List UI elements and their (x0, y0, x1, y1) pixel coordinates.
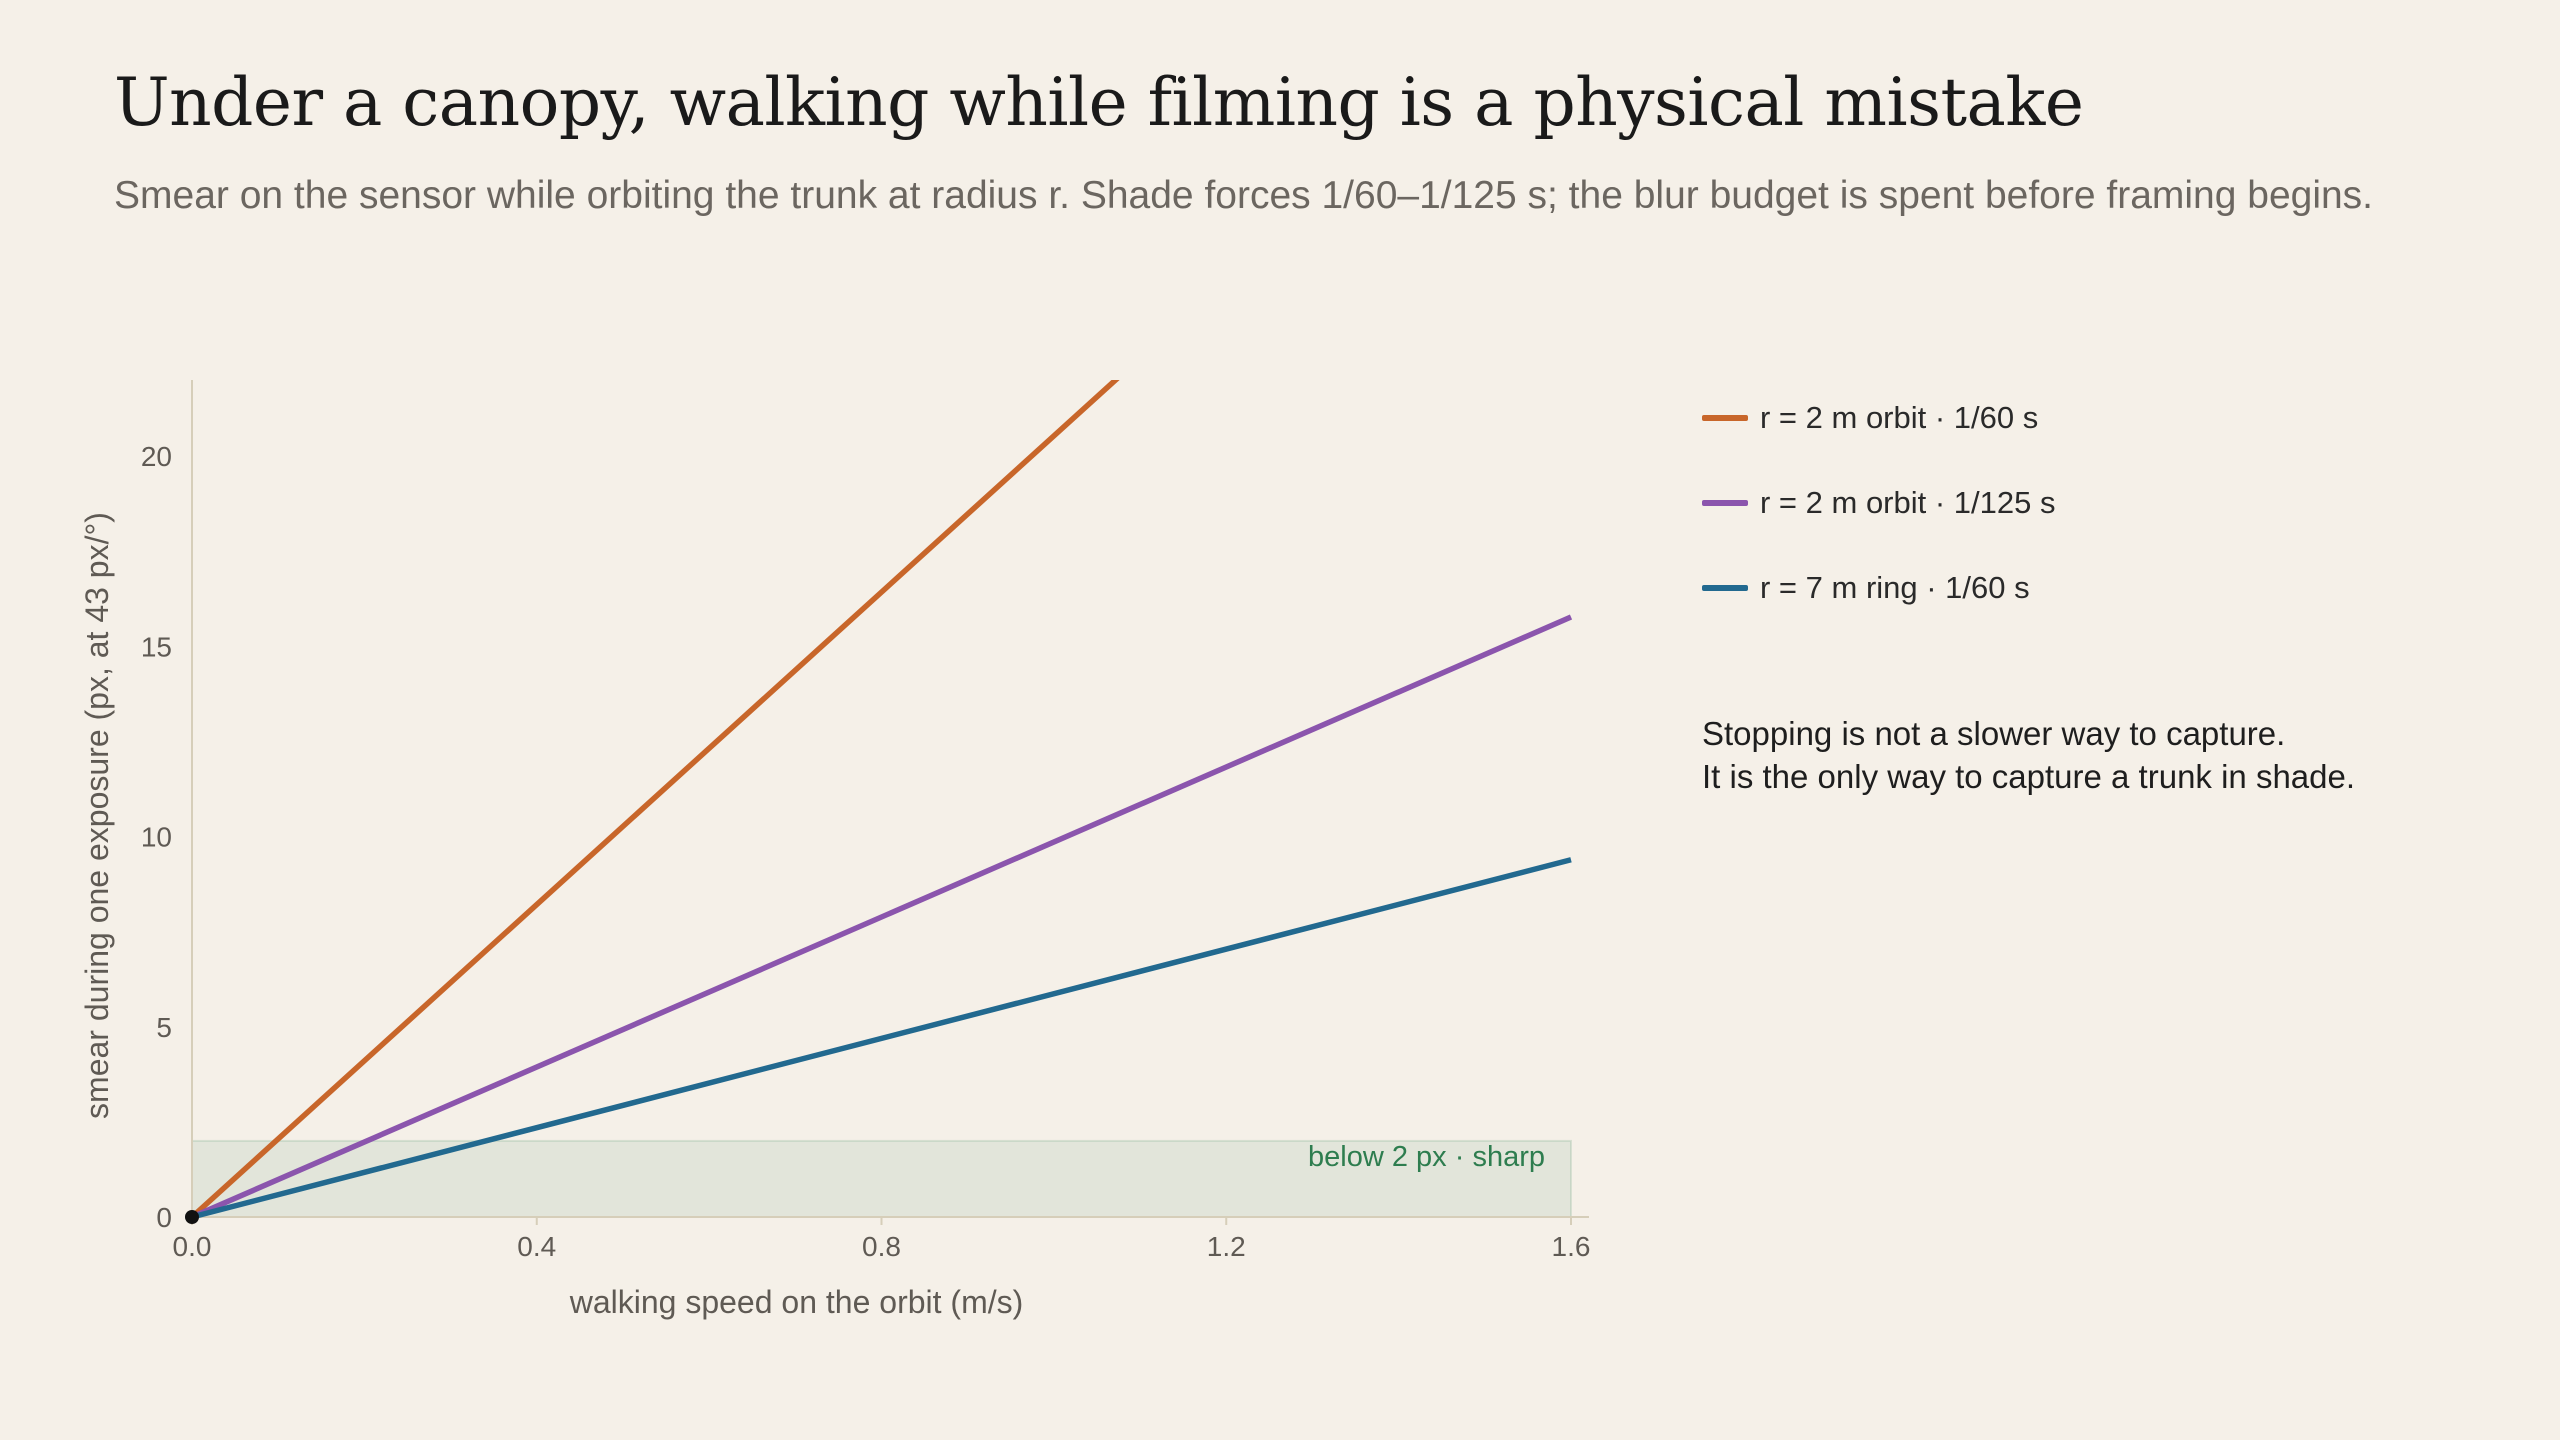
x-tick-label: 0.0 (173, 1231, 212, 1262)
annotation-note: Stopping is not a slower way to capture.… (1702, 712, 2355, 798)
sharp-band-label: below 2 px · sharp (1308, 1141, 1545, 1173)
legend-label: r = 2 m orbit · 1/125 s (1760, 485, 2056, 520)
x-tick-label: 1.2 (1207, 1231, 1246, 1262)
x-tick-label: 0.8 (862, 1231, 901, 1262)
x-ticks: 0.0 0.4 0.8 1.2 1.6 (173, 1217, 1591, 1262)
series-line-3 (191, 857, 1572, 1220)
legend-swatch (1702, 415, 1748, 421)
origin-marker (185, 1210, 199, 1224)
legend-item: r = 2 m orbit · 1/125 s (1702, 480, 2055, 526)
legend-label: r = 7 m ring · 1/60 s (1760, 570, 2030, 605)
y-axis-title: smear during one exposure (px, at 43 px/… (79, 512, 115, 1119)
y-tick-label: 20 (141, 441, 172, 472)
series-line-2 (190, 614, 1573, 1220)
legend-swatch (1702, 500, 1748, 506)
legend: r = 2 m orbit · 1/60 s r = 2 m orbit · 1/… (1702, 395, 2055, 650)
annotation-line: Stopping is not a slower way to capture. (1702, 715, 2286, 752)
x-axis-title: walking speed on the orbit (m/s) (569, 1284, 1024, 1320)
y-tick-label: 10 (141, 822, 172, 853)
y-ticks: 0 5 10 15 20 (141, 441, 172, 1233)
legend-item: r = 7 m ring · 1/60 s (1702, 565, 2055, 611)
x-tick-label: 1.6 (1552, 1231, 1591, 1262)
legend-label: r = 2 m orbit · 1/60 s (1760, 400, 2039, 435)
series-lines (190, 380, 1573, 1220)
x-tick-label: 0.4 (517, 1231, 556, 1262)
y-tick-label: 0 (156, 1202, 172, 1233)
series-line-1 (190, 380, 1120, 1220)
y-tick-label: 15 (141, 631, 172, 662)
chart-title: Under a canopy, walking while filming is… (114, 64, 2084, 141)
legend-swatch (1702, 585, 1748, 591)
y-tick-label: 5 (156, 1012, 172, 1043)
legend-item: r = 2 m orbit · 1/60 s (1702, 395, 2055, 441)
chart-subtitle: Smear on the sensor while orbiting the t… (114, 174, 2374, 217)
annotation-line: It is the only way to capture a trunk in… (1702, 758, 2356, 795)
